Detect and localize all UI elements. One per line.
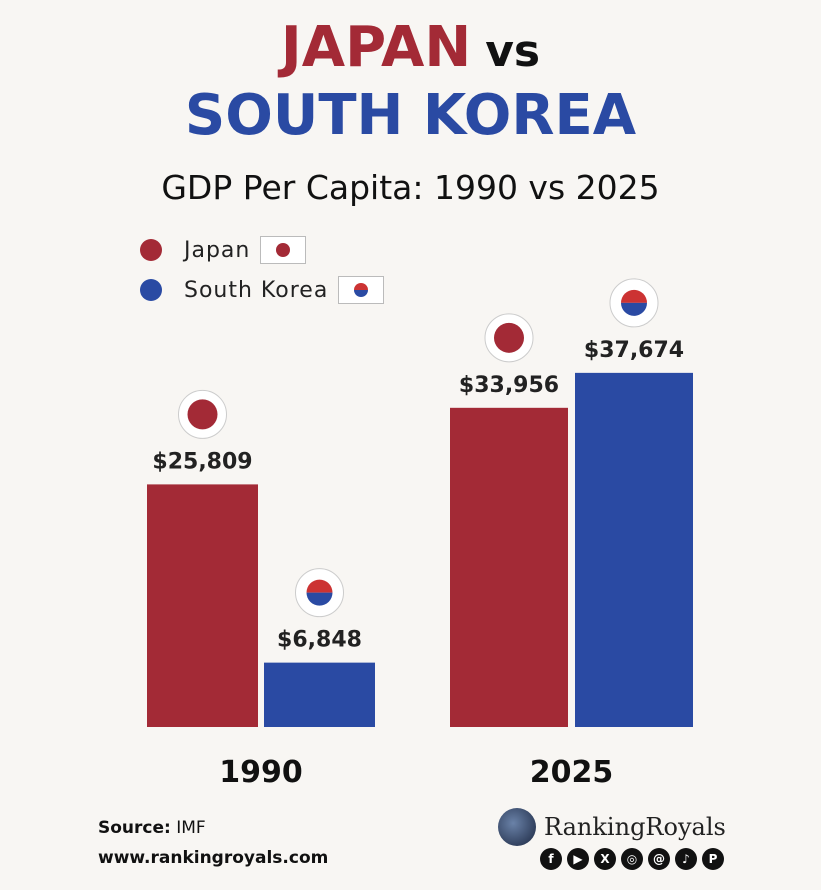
pinterest-icon[interactable]: P bbox=[702, 848, 724, 870]
japan-color-dot bbox=[140, 239, 162, 261]
bar-south-korea-1990 bbox=[264, 662, 375, 727]
x-icon[interactable]: X bbox=[594, 848, 616, 870]
legend-label: South Korea bbox=[184, 277, 329, 303]
korea-flag-icon bbox=[621, 289, 647, 303]
tiktok-icon[interactable]: ♪ bbox=[675, 848, 697, 870]
japan-flag-icon bbox=[260, 236, 307, 264]
legend-item-japan: Japan bbox=[140, 230, 384, 270]
globe-logo-icon bbox=[498, 808, 536, 846]
chart-subtitle: GDP Per Capita: 1990 vs 2025 bbox=[161, 168, 660, 207]
website-link[interactable]: www.rankingroyals.com bbox=[98, 848, 329, 868]
social-icons: f ▶ X ◎ @ ♪ P bbox=[540, 848, 724, 870]
south-korea-flag-icon bbox=[338, 276, 385, 304]
brand-name: RankingRoyals bbox=[544, 813, 726, 841]
instagram-icon[interactable]: ◎ bbox=[621, 848, 643, 870]
bar-japan-1990 bbox=[147, 484, 258, 727]
bar-south-korea-2025 bbox=[575, 372, 693, 727]
legend-item-south-korea: South Korea bbox=[140, 270, 385, 310]
japan-flag-icon bbox=[494, 322, 524, 353]
korea-flag-icon bbox=[621, 302, 647, 316]
japan-flag-icon bbox=[187, 399, 218, 430]
title-south-korea: SOUTH KOREA bbox=[184, 83, 637, 148]
facebook-icon[interactable]: f bbox=[540, 848, 562, 870]
source: Source: IMF bbox=[98, 818, 206, 838]
x-tick-label: 1990 bbox=[219, 755, 303, 790]
korea-flag-icon bbox=[306, 592, 333, 606]
bar-japan-2025 bbox=[450, 407, 568, 727]
title-japan: JAPAN bbox=[280, 15, 472, 80]
data-label: $25,809 bbox=[152, 449, 252, 474]
source-value: IMF bbox=[176, 818, 206, 838]
threads-icon[interactable]: @ bbox=[648, 848, 670, 870]
brand-logo: RankingRoyals bbox=[498, 808, 726, 846]
data-label: $33,956 bbox=[459, 373, 559, 398]
legend: Japan South Korea bbox=[140, 230, 385, 310]
title-line-1: JAPAN vs bbox=[0, 18, 821, 82]
title-vs: vs bbox=[485, 26, 541, 77]
youtube-icon[interactable]: ▶ bbox=[567, 848, 589, 870]
bar-chart: $25,809 $6,848 1990 $33,956 $37,674 2025 bbox=[147, 278, 693, 790]
x-tick-label: 2025 bbox=[530, 755, 614, 790]
korea-color-dot bbox=[140, 279, 162, 301]
legend-label: Japan bbox=[184, 237, 251, 263]
korea-flag-icon bbox=[306, 579, 333, 593]
data-label: $37,674 bbox=[584, 338, 684, 363]
data-label: $6,848 bbox=[277, 628, 362, 653]
source-label: Source: bbox=[98, 818, 171, 838]
